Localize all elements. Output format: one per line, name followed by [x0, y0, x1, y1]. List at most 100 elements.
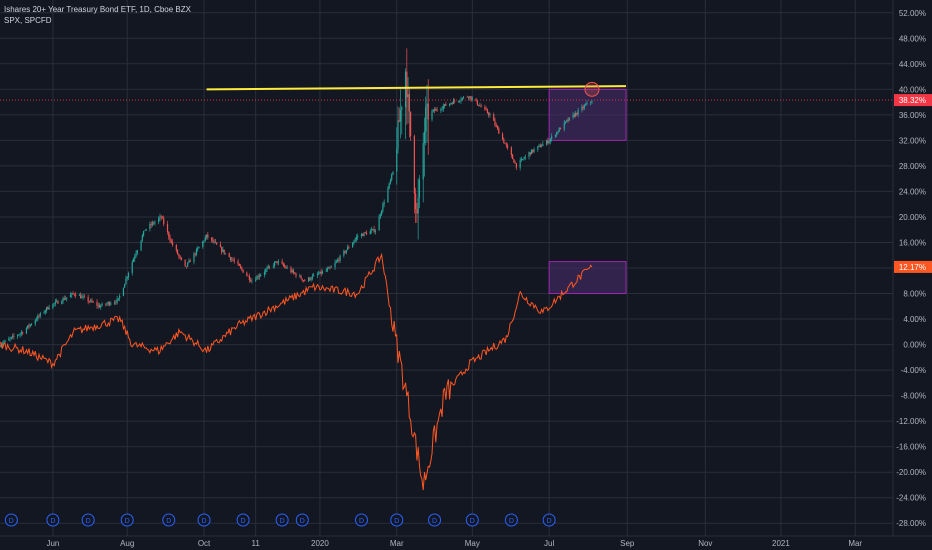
- candle-body: [515, 163, 518, 168]
- y-tick-label: 0.00%: [903, 341, 926, 350]
- candle-body: [276, 261, 278, 263]
- candle-body: [431, 111, 433, 120]
- candle-body: [451, 103, 453, 104]
- candle-body: [372, 228, 374, 230]
- candle-body: [272, 265, 274, 267]
- candle-body: [379, 214, 381, 217]
- candle-body: [13, 335, 15, 337]
- candle-body: [467, 96, 470, 98]
- candle-body: [348, 247, 350, 248]
- candle-body: [158, 218, 160, 222]
- candle-body: [573, 114, 575, 117]
- compare-series: [0, 252, 593, 491]
- candle-body: [551, 136, 553, 139]
- candle-body: [300, 275, 302, 279]
- candle-body: [563, 122, 565, 130]
- candle-body: [335, 261, 337, 263]
- highlight-boxes[interactable]: [548, 88, 627, 295]
- candle-body: [281, 261, 283, 264]
- candle-body: [210, 237, 213, 240]
- legend-compare-series[interactable]: SPX, SPCFD: [4, 16, 52, 25]
- candle-body: [78, 295, 80, 296]
- candle-body: [316, 274, 318, 276]
- candle-body: [418, 179, 421, 198]
- y-tick-label: 52.00%: [899, 9, 926, 18]
- candle-body: [267, 266, 269, 269]
- y-tick-label: 8.00%: [903, 290, 926, 299]
- candle-body: [471, 98, 473, 100]
- candle-body: [223, 249, 225, 254]
- candle-body: [493, 114, 495, 121]
- candle-body: [273, 262, 276, 266]
- candle-body: [229, 257, 232, 260]
- x-tick-label: 2021: [772, 539, 790, 548]
- candle-body: [462, 96, 465, 98]
- candle-body: [170, 240, 172, 242]
- candle-body: [319, 271, 321, 274]
- dividend-circle-icon: D: [162, 513, 176, 527]
- candle-body: [591, 101, 593, 102]
- candle-body: [514, 162, 516, 164]
- candle-body: [445, 104, 447, 106]
- candle-body: [452, 100, 455, 104]
- candle-body: [90, 300, 92, 302]
- candle-body: [263, 272, 266, 275]
- candle-body: [268, 266, 271, 268]
- dividend-circle-icon: D: [428, 513, 442, 527]
- chart-legend[interactable]: Ishares 20+ Year Treasury Bond ETF, 1D, …: [4, 4, 191, 26]
- candle-body: [557, 131, 559, 133]
- candle-body: [572, 114, 574, 118]
- dividend-letter: D: [50, 518, 55, 525]
- spx-line: [0, 252, 593, 491]
- y-tick-label: -12.00%: [896, 417, 926, 426]
- dividend-letter: D: [202, 518, 207, 525]
- candle-body: [576, 112, 578, 115]
- dividend-letter: D: [359, 518, 364, 525]
- candle-body: [577, 110, 579, 115]
- candle-body: [559, 128, 562, 130]
- candle-body: [126, 276, 128, 279]
- x-tick-label: Nov: [698, 539, 712, 548]
- candle-body: [169, 237, 171, 241]
- candle-body: [101, 303, 103, 306]
- candle-body: [436, 109, 438, 111]
- candle-body: [470, 96, 472, 100]
- y-tick-label: -16.00%: [896, 443, 926, 452]
- candle-body: [523, 158, 525, 160]
- legend-main-series[interactable]: Ishares 20+ Year Treasury Bond ETF, 1D, …: [4, 5, 191, 14]
- dividend-letter: D: [166, 518, 171, 525]
- candle-body: [304, 280, 306, 282]
- time-axis[interactable]: Jun Aug Oct 11 2020 Mar May Jul Sep Nov 2021 Mar: [46, 539, 862, 548]
- y-tick-label: 28.00%: [899, 162, 926, 171]
- last-value-badge: [894, 260, 932, 273]
- candle-body: [309, 277, 311, 280]
- candle-body: [454, 100, 456, 102]
- candle-body: [54, 301, 57, 304]
- candle-body: [311, 276, 313, 279]
- candle-body: [546, 140, 548, 145]
- candle-body: [520, 159, 523, 161]
- candle-body: [80, 295, 82, 299]
- candle-body: [461, 97, 463, 100]
- dividend-letter: D: [300, 518, 305, 525]
- candle-body: [549, 138, 552, 142]
- candle-body: [485, 108, 487, 110]
- candle-body: [460, 99, 462, 101]
- candle-body: [302, 280, 305, 281]
- candle-body: [178, 254, 180, 257]
- candle-body: [71, 293, 73, 295]
- dividend-circle: [354, 513, 368, 527]
- x-tick-label: Jul: [544, 539, 554, 548]
- candle-body: [9, 338, 11, 339]
- candle-body: [590, 101, 592, 103]
- candle-body: [512, 154, 514, 160]
- candle-body: [180, 257, 182, 260]
- dividend-circle: [236, 513, 250, 527]
- price-axis[interactable]: 52.00% 48.00% 44.00% 40.00% 36.00% 32.00% 28.0…: [896, 9, 926, 528]
- drawing-overlays[interactable]: [0, 81, 893, 101]
- dividend-circle: [197, 513, 211, 527]
- candle-body: [370, 229, 373, 232]
- candle-body: [374, 230, 376, 232]
